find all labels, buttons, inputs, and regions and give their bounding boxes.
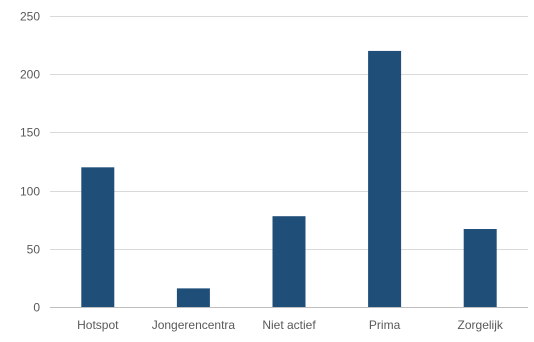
x-tick-label: Jongerencentra [152, 318, 236, 332]
y-tick-label: 250 [20, 10, 40, 24]
y-tick-label: 200 [20, 68, 40, 82]
bar-jongerencentra [176, 288, 210, 307]
bars [81, 50, 497, 308]
x-axis-category-labels: Hotspot Jongerencentra Niet actief Prima Zor… [77, 318, 504, 332]
bar-prima [368, 50, 402, 308]
x-tick-label: Prima [369, 318, 401, 332]
y-tick-label: 0 [33, 301, 40, 315]
x-tick-label: Niet actief [262, 318, 316, 332]
x-tick-label: Hotspot [77, 318, 119, 332]
y-tick-label: 100 [20, 185, 40, 199]
gridlines [50, 16, 528, 308]
y-tick-label: 150 [20, 126, 40, 140]
bar-zorgelijk [463, 229, 497, 307]
y-tick-label: 50 [27, 243, 41, 257]
bar-hotspot [81, 167, 115, 307]
y-axis-tick-labels: 0 50 100 150 200 250 [20, 10, 40, 315]
bar-niet-actief [272, 216, 306, 307]
x-tick-label: Zorgelijk [458, 318, 504, 332]
